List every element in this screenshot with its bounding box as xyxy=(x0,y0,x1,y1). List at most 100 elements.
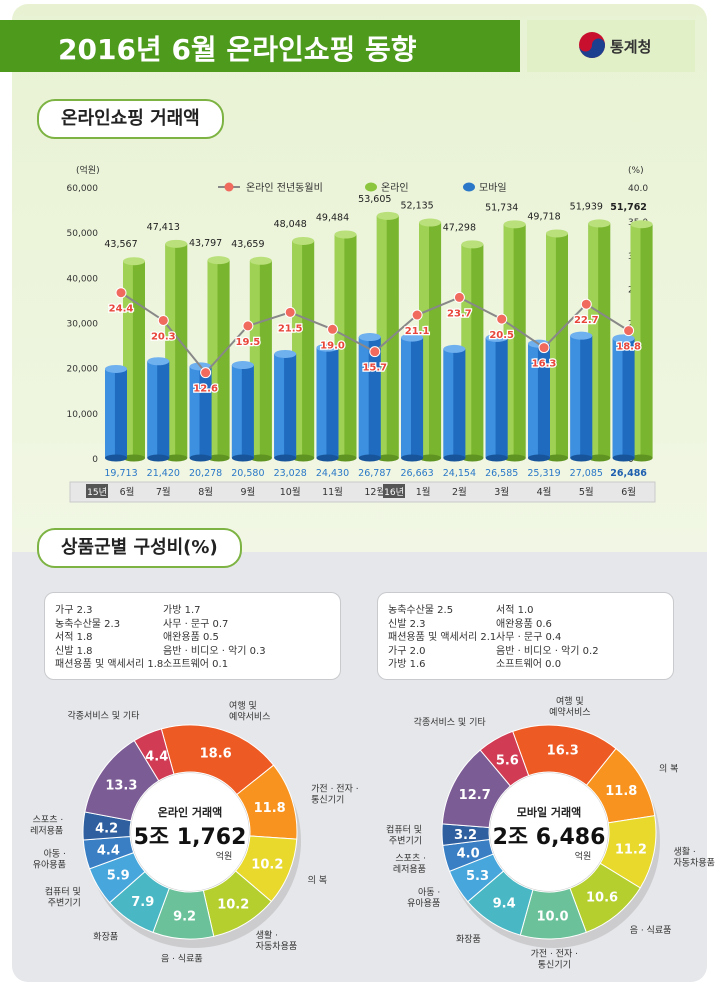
x-tick-label: 6월 xyxy=(120,486,135,498)
online-bar-base xyxy=(503,454,526,462)
org-name: 통계청 xyxy=(610,38,652,56)
slice-value-label: 3.2 xyxy=(454,828,477,843)
donut-center-unit: 억원 xyxy=(216,850,233,862)
mobile-bar-base xyxy=(358,454,381,462)
rate-value-label: 24.4 xyxy=(109,304,134,315)
others-item: 가방 1.7 xyxy=(163,605,201,616)
slice-value-label: 12.7 xyxy=(459,788,491,803)
rate-value-label: 21.1 xyxy=(405,326,430,337)
online-bar-base xyxy=(249,454,272,462)
mobile-value-label: 25,319 xyxy=(527,468,560,479)
online-value-label: 43,659 xyxy=(231,239,264,250)
others-item: 음반 · 비디오 · 악기 0.3 xyxy=(163,645,266,657)
online-bar-base xyxy=(334,454,357,462)
mobile-bar-base xyxy=(147,454,170,462)
mobile-bar-highlight xyxy=(485,337,496,458)
slice-category-label: 화장품 xyxy=(456,934,481,945)
online-bar-base xyxy=(376,454,399,462)
mobile-value-label: 23,028 xyxy=(274,468,307,479)
slice-category-label: 스포츠 · xyxy=(33,814,64,825)
x-tick-label: 4월 xyxy=(537,486,552,498)
donut-slice xyxy=(133,728,175,782)
mobile-bar-base xyxy=(570,454,593,462)
rate-marker xyxy=(369,346,381,358)
rate-value-label: 20.3 xyxy=(151,331,176,342)
slice-value-label: 11.2 xyxy=(615,842,647,857)
slice-category-label: 화장품 xyxy=(93,932,118,943)
rate-line: 24.4 20.3 12.6 19.5 21.5 19.0 15.7 21.1 23.7 20.5… xyxy=(107,287,642,396)
slice-category-label: 컴퓨터 및 xyxy=(45,885,81,897)
year-label-16: 16년 xyxy=(384,487,404,498)
chart-legend: 온라인 전년동월비 온라인 모바일 xyxy=(218,182,507,194)
y-tick-label: 30,000 xyxy=(67,320,99,330)
slice-category-label: 아동 · xyxy=(44,848,66,859)
slice-value-label: 4.2 xyxy=(95,821,118,836)
slice-value-label: 10.6 xyxy=(586,890,618,905)
x-tick-label: 5월 xyxy=(579,486,594,498)
mobile-value-label: 20,580 xyxy=(231,468,264,479)
slice-category-label: 의 복 xyxy=(308,875,327,886)
online-bar-cap xyxy=(419,218,442,227)
kostat-logo-icon xyxy=(579,32,605,58)
mobile-bar-base xyxy=(105,454,127,462)
slice-category-label: 생활 · xyxy=(256,929,278,941)
y-tick-label: 0 xyxy=(92,455,98,465)
bars xyxy=(105,211,653,462)
year-label-15: 15년 xyxy=(87,487,107,498)
donut-hole xyxy=(490,773,608,891)
others-item: 신발 2.3 xyxy=(388,618,426,630)
rate-value-label: 19.5 xyxy=(236,337,261,348)
mobile-bar-cap xyxy=(485,333,508,342)
mobile-bar-cap xyxy=(570,331,593,340)
slice-value-label: 10.2 xyxy=(251,857,283,872)
rate-value-label: 18.8 xyxy=(616,342,641,353)
mobile-bar-cap xyxy=(105,364,127,373)
slice-value-label: 10.0 xyxy=(536,909,568,924)
year-badge-16 xyxy=(383,484,405,498)
online-bar-base xyxy=(123,454,145,462)
section-trade-label: 온라인쇼핑 거래액 xyxy=(37,99,224,139)
others-item: 농축수산물 2.3 xyxy=(55,618,121,630)
online-others-col-1: 가구 2.3 농축수산물 2.3 서적 1.8 신발 1.8 패션용품 및 액세서리 1… xyxy=(55,601,163,670)
rate-value-label: 21.5 xyxy=(278,323,303,334)
others-item: 가구 2.3 xyxy=(55,605,93,616)
online-bar-cap xyxy=(165,239,188,248)
donut-slice xyxy=(479,730,530,787)
others-item: 소프트웨어 0.1 xyxy=(163,659,229,670)
online-bar-highlight xyxy=(419,222,429,458)
slice-value-label: 13.3 xyxy=(105,778,137,793)
legend-rate-label: 온라인 전년동월비 xyxy=(246,182,323,194)
mobile-bar-cap xyxy=(274,349,297,358)
legend-mobile-marker xyxy=(463,182,475,192)
donut-center-title: 온라인 거래액 xyxy=(158,805,223,819)
online-value-label: 49,718 xyxy=(527,211,560,222)
rate-marker xyxy=(284,306,296,318)
slice-category-label: 음 · 식료품 xyxy=(161,954,203,965)
online-bar-highlight xyxy=(503,224,514,458)
slice-category-label: 음 · 식료품 xyxy=(630,925,672,936)
online-bar-cap xyxy=(503,220,526,229)
rate-marker xyxy=(538,342,550,354)
online-value-label: 53,605 xyxy=(358,194,391,205)
online-bar-cap xyxy=(334,230,357,239)
online-bar-cap xyxy=(292,236,315,245)
slice-category-label: 스포츠 · xyxy=(395,853,426,864)
slice-category-label: 통신기기 xyxy=(311,794,344,805)
online-bar-base xyxy=(207,454,230,462)
online-bar-highlight xyxy=(292,240,303,458)
rate-marker xyxy=(453,291,465,303)
mobile-bar-highlight xyxy=(358,337,369,458)
page-title: 2016년 6월 온라인쇼핑 동향 xyxy=(58,33,417,66)
online-bar-cap xyxy=(249,256,272,265)
mobile-bar-base xyxy=(316,454,339,462)
rate-value-label: 16.3 xyxy=(532,359,557,370)
slice-value-label: 11.8 xyxy=(254,801,286,816)
mobile-bar-cap xyxy=(147,357,170,366)
online-bar-cap xyxy=(630,220,653,229)
mobile-bar-base xyxy=(612,454,635,462)
x-tick-label: 12월 xyxy=(364,486,385,498)
mobile-bar-cap xyxy=(443,344,466,353)
slice-value-label: 4.0 xyxy=(457,847,480,862)
slice-value-label: 18.6 xyxy=(200,747,232,762)
online-bar-highlight xyxy=(249,260,260,458)
